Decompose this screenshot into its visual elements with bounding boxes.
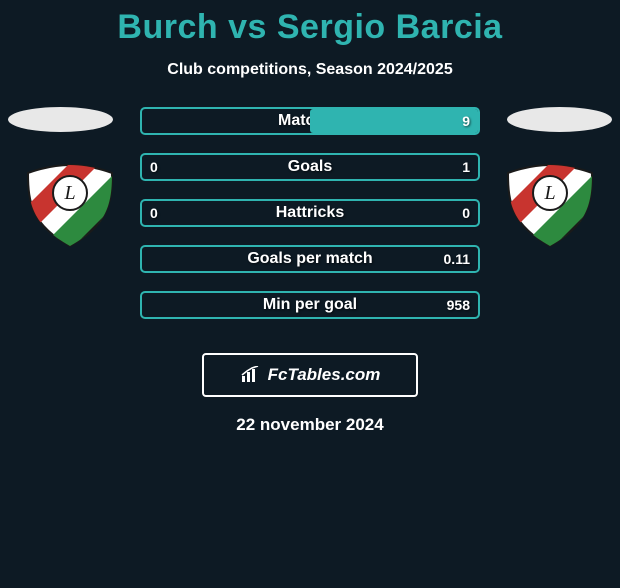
chart-icon: [240, 366, 262, 384]
stat-value-left: 0: [150, 159, 158, 175]
stat-label: Goals per match: [247, 250, 372, 268]
watermark-text: FcTables.com: [268, 365, 381, 385]
page-title: Burch vs Sergio Barcia: [0, 8, 620, 47]
stat-value-right: 0: [462, 205, 470, 221]
stat-label: Goals: [288, 158, 332, 176]
vs-separator: vs: [228, 8, 267, 46]
svg-text:L: L: [63, 182, 75, 204]
stat-row: Goals 0 1: [140, 153, 480, 181]
stat-value-right: 1: [462, 159, 470, 175]
stat-row: Matches9: [140, 107, 480, 135]
stat-value-right: 9: [462, 113, 470, 129]
stat-label: Min per goal: [263, 296, 357, 314]
stat-row-fill-right: [310, 109, 478, 133]
svg-text:L: L: [543, 182, 555, 204]
watermark-box: FcTables.com: [202, 353, 418, 397]
stat-label: Hattricks: [276, 204, 344, 222]
ellipse-shadow-right: [507, 107, 612, 132]
player-right-name: Sergio Barcia: [277, 8, 503, 46]
club-badge-left: L: [20, 163, 120, 248]
subtitle: Club competitions, Season 2024/2025: [0, 61, 620, 79]
club-badge-right: L: [500, 163, 600, 248]
footer-date: 22 november 2024: [0, 415, 620, 435]
comparison-arena: L L Matches9 Goals 0 1 Hattricks 0 0 Goals per …: [0, 107, 620, 347]
player-left-name: Burch: [117, 8, 218, 46]
stat-value-right: 0.11: [444, 251, 470, 267]
stat-value-left: 0: [150, 205, 158, 221]
stat-row: Hattricks 0 0: [140, 199, 480, 227]
stat-rows: Matches9 Goals 0 1 Hattricks 0 0 Goals per matc…: [140, 107, 480, 337]
stat-value-right: 958: [447, 297, 470, 313]
ellipse-shadow-left: [8, 107, 113, 132]
stat-row: Goals per match 0.11: [140, 245, 480, 273]
stat-row: Min per goal 958: [140, 291, 480, 319]
